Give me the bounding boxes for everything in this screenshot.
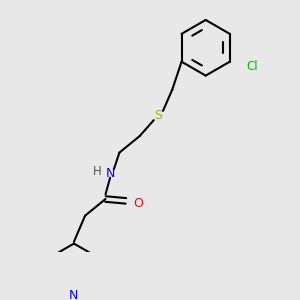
Text: N: N — [105, 167, 115, 179]
Text: Cl: Cl — [247, 60, 258, 73]
Text: S: S — [154, 109, 162, 122]
Text: H: H — [93, 165, 101, 178]
Text: N: N — [69, 289, 79, 300]
Text: O: O — [133, 197, 143, 210]
